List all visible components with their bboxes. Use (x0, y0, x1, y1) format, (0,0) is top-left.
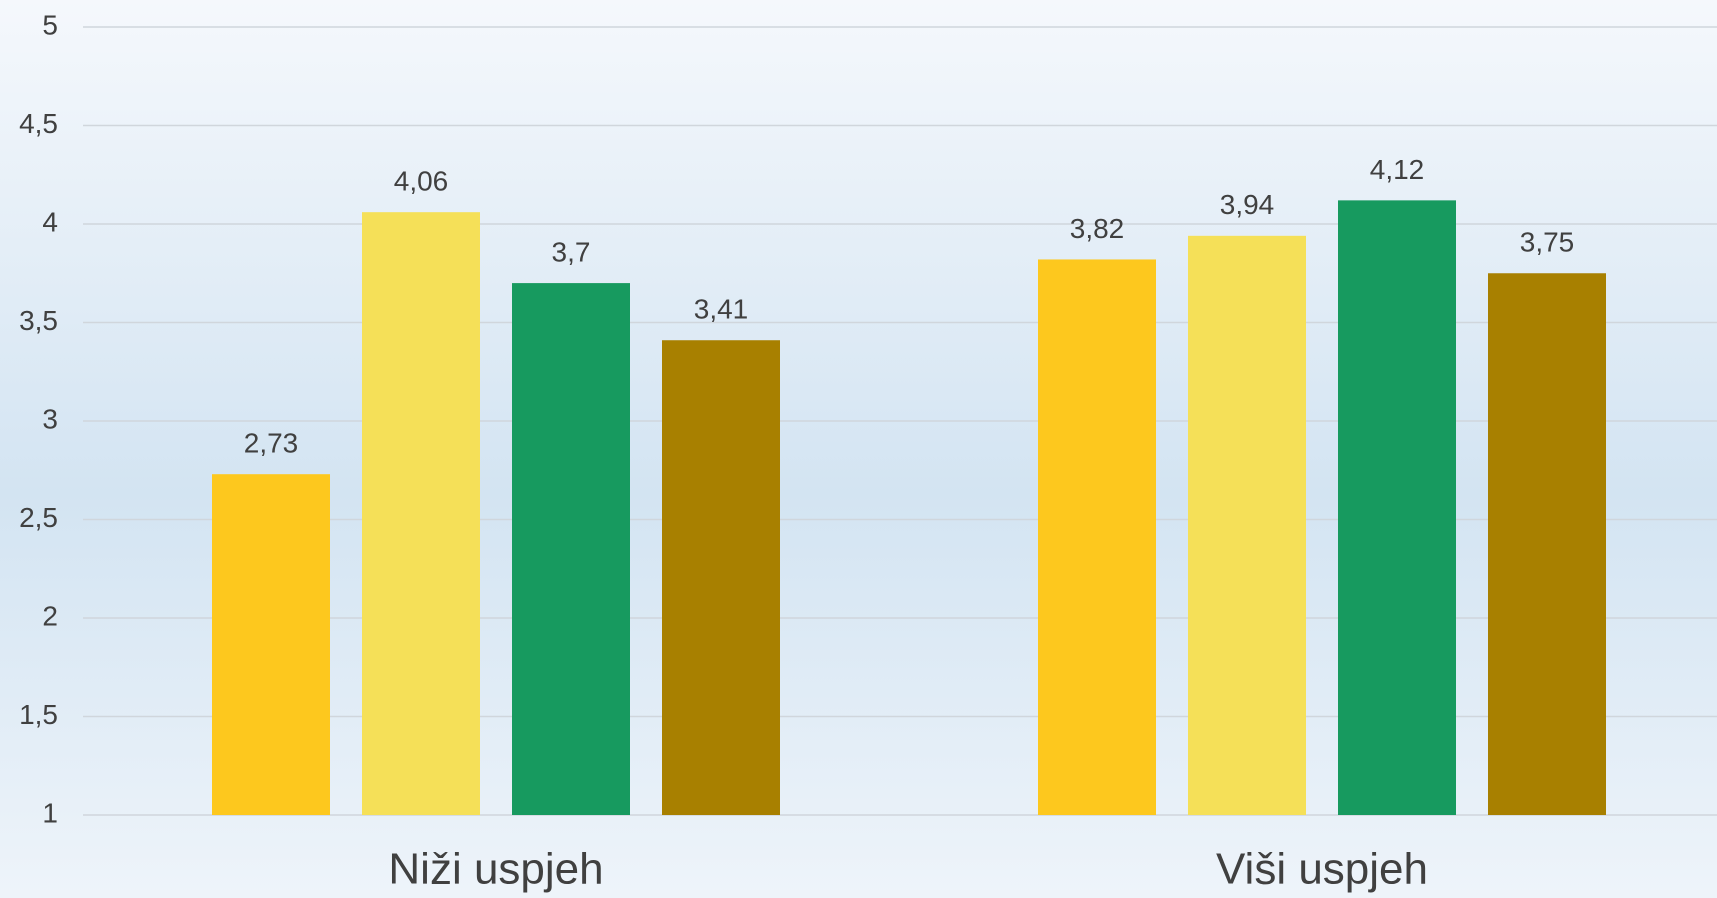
value-label: 4,06 (394, 166, 449, 197)
y-tick-label: 2 (42, 600, 58, 631)
value-label: 3,75 (1520, 227, 1575, 258)
value-label: 3,41 (694, 294, 749, 325)
x-tick-label: Niži uspjeh (388, 845, 603, 894)
value-label: 3,94 (1220, 189, 1275, 220)
y-tick-label: 3 (42, 403, 58, 434)
bar (662, 340, 780, 815)
y-tick-label: 1 (42, 797, 58, 828)
x-tick-label: Viši uspjeh (1216, 845, 1428, 894)
y-tick-label: 4,5 (19, 108, 58, 139)
bar (1038, 259, 1156, 816)
bar (1488, 273, 1606, 815)
bar (1188, 235, 1306, 815)
y-tick-label: 2,5 (19, 502, 58, 533)
y-tick-label: 4 (42, 206, 58, 237)
y-tick-label: 5 (42, 9, 58, 40)
y-tick-label: 3,5 (19, 305, 58, 336)
y-tick-label: 1,5 (19, 699, 58, 730)
value-label: 4,12 (1370, 154, 1425, 185)
value-label: 3,82 (1070, 213, 1125, 244)
bar (1338, 200, 1456, 816)
value-label: 3,7 (552, 236, 591, 267)
bar (362, 212, 480, 815)
value-label: 2,73 (244, 428, 299, 459)
bar (212, 474, 330, 815)
bar (512, 283, 630, 816)
